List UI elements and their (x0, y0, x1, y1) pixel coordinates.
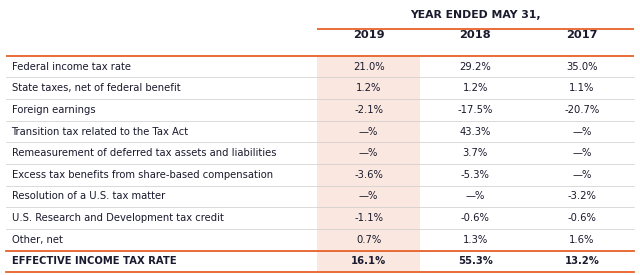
Text: 0.7%: 0.7% (356, 235, 381, 245)
Text: -3.6%: -3.6% (354, 170, 383, 180)
Text: Federal income tax rate: Federal income tax rate (12, 62, 131, 72)
Text: -2.1%: -2.1% (354, 105, 383, 115)
Text: 1.6%: 1.6% (569, 235, 595, 245)
Text: 1.2%: 1.2% (463, 83, 488, 93)
Text: 1.3%: 1.3% (463, 235, 488, 245)
Text: 16.1%: 16.1% (351, 256, 386, 266)
Text: 2018: 2018 (460, 30, 491, 40)
Bar (317, 142, 420, 164)
Text: State taxes, net of federal benefit: State taxes, net of federal benefit (12, 83, 180, 93)
Text: -3.2%: -3.2% (568, 191, 596, 202)
Text: 35.0%: 35.0% (566, 62, 598, 72)
Text: Resolution of a U.S. tax matter: Resolution of a U.S. tax matter (12, 191, 164, 202)
Text: 29.2%: 29.2% (460, 62, 491, 72)
Text: 13.2%: 13.2% (564, 256, 599, 266)
Text: —%: —% (572, 170, 591, 180)
Bar (317, 229, 420, 251)
Text: —%: —% (572, 126, 591, 137)
Bar (317, 251, 420, 272)
Text: -0.6%: -0.6% (461, 213, 490, 223)
Text: 21.0%: 21.0% (353, 62, 385, 72)
Text: 1.2%: 1.2% (356, 83, 381, 93)
Text: -0.6%: -0.6% (568, 213, 596, 223)
Text: -1.1%: -1.1% (354, 213, 383, 223)
Text: —%: —% (572, 148, 591, 158)
Text: U.S. Research and Development tax credit: U.S. Research and Development tax credit (12, 213, 223, 223)
Bar (317, 56, 420, 78)
Text: 55.3%: 55.3% (458, 256, 493, 266)
Text: 2017: 2017 (566, 30, 598, 40)
Text: —%: —% (359, 191, 378, 202)
Text: Transition tax related to the Tax Act: Transition tax related to the Tax Act (12, 126, 189, 137)
Bar (317, 207, 420, 229)
Text: 43.3%: 43.3% (460, 126, 491, 137)
Text: —%: —% (359, 126, 378, 137)
Text: Other, net: Other, net (12, 235, 62, 245)
Text: 3.7%: 3.7% (463, 148, 488, 158)
Bar (317, 186, 420, 207)
Text: Remeasurement of deferred tax assets and liabilities: Remeasurement of deferred tax assets and… (12, 148, 276, 158)
Text: 2019: 2019 (353, 30, 385, 40)
Text: EFFECTIVE INCOME TAX RATE: EFFECTIVE INCOME TAX RATE (12, 256, 176, 266)
Text: -5.3%: -5.3% (461, 170, 490, 180)
Text: —%: —% (465, 191, 485, 202)
Text: -17.5%: -17.5% (458, 105, 493, 115)
Text: Excess tax benefits from share-based compensation: Excess tax benefits from share-based com… (12, 170, 273, 180)
Text: —%: —% (359, 148, 378, 158)
Text: 1.1%: 1.1% (569, 83, 595, 93)
Bar (317, 121, 420, 142)
Text: YEAR ENDED MAY 31,: YEAR ENDED MAY 31, (410, 10, 541, 20)
Bar (317, 78, 420, 99)
Text: Foreign earnings: Foreign earnings (12, 105, 95, 115)
Text: -20.7%: -20.7% (564, 105, 600, 115)
Bar (317, 164, 420, 186)
Bar (317, 99, 420, 121)
